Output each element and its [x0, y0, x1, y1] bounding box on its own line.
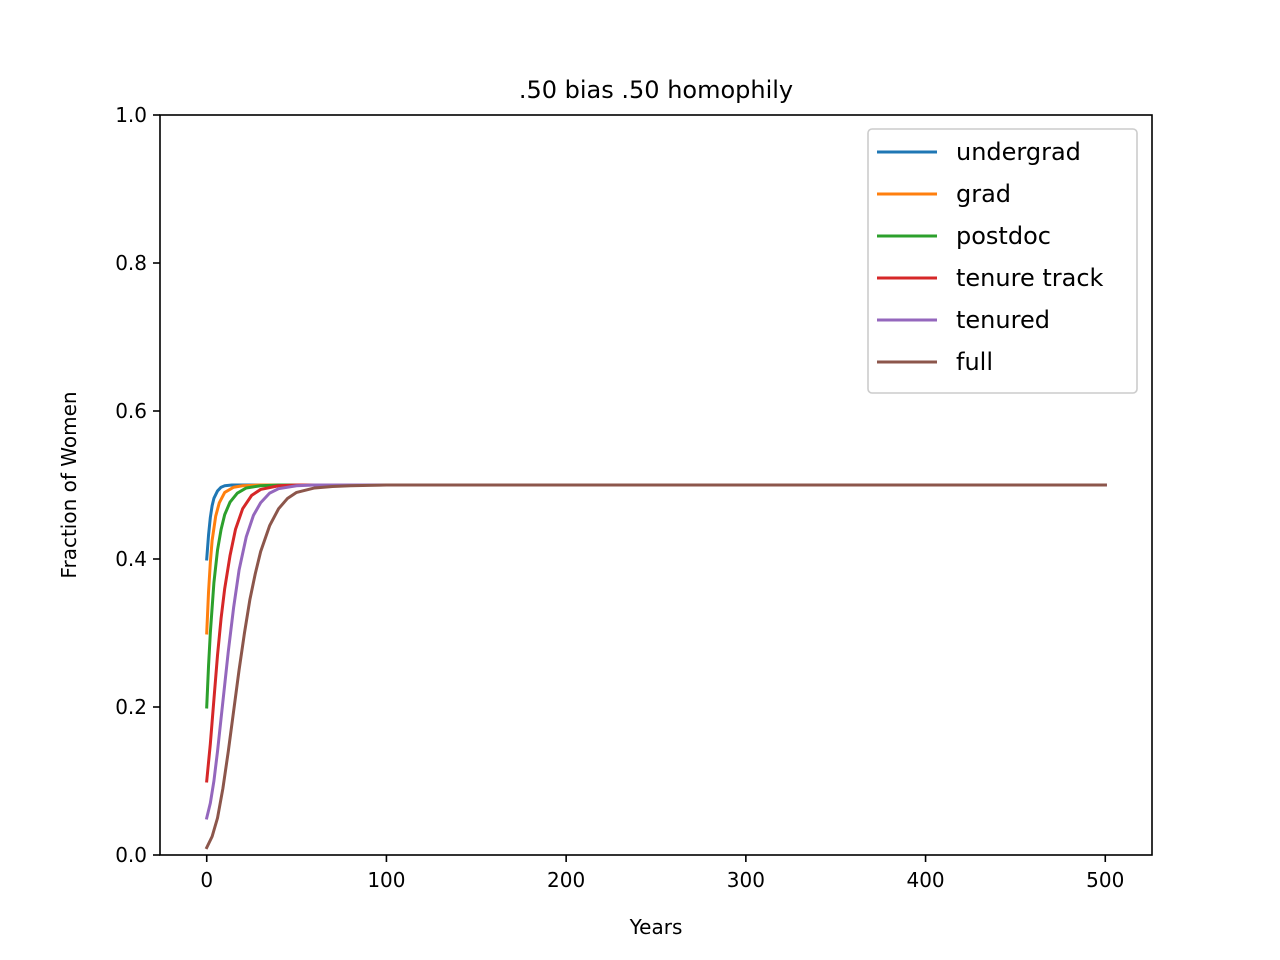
x-axis: 0 100 200 300 400 500 [200, 855, 1124, 892]
x-axis-label: Years [629, 915, 683, 939]
plot-frame [159, 114, 1153, 856]
y-tick-label: 0.8 [115, 251, 147, 275]
y-tick-label: 0.0 [115, 843, 147, 867]
chart-title: .50 bias .50 homophily [519, 76, 793, 104]
y-tick-label: 0.2 [115, 695, 147, 719]
legend-entry: full [956, 348, 993, 376]
x-tick-label: 100 [367, 868, 405, 892]
x-tick-label: 300 [727, 868, 765, 892]
y-axis: 0.0 0.2 0.4 0.6 0.8 1.0 [115, 103, 160, 867]
x-tick-label: 500 [1086, 868, 1124, 892]
y-tick-label: 0.6 [115, 399, 147, 423]
x-tick-label: 0 [200, 868, 213, 892]
y-tick-label: 0.4 [115, 547, 147, 571]
legend-entry: undergrad [956, 138, 1081, 166]
legend-entry: grad [956, 180, 1011, 208]
x-tick-label: 200 [547, 868, 585, 892]
legend-box [867, 128, 1138, 394]
legend-entry: tenure track [956, 264, 1104, 292]
x-tick-label: 400 [906, 868, 944, 892]
series-layer [204, 483, 1107, 850]
legend: undergrad grad postdoc tenure track tenured f… [867, 128, 1138, 394]
series-line-full [204, 483, 1107, 850]
y-axis-label: Fraction of Women [57, 391, 81, 578]
legend-entry: postdoc [956, 222, 1051, 250]
legend-entry: tenured [956, 306, 1050, 334]
y-tick-label: 1.0 [115, 103, 147, 127]
